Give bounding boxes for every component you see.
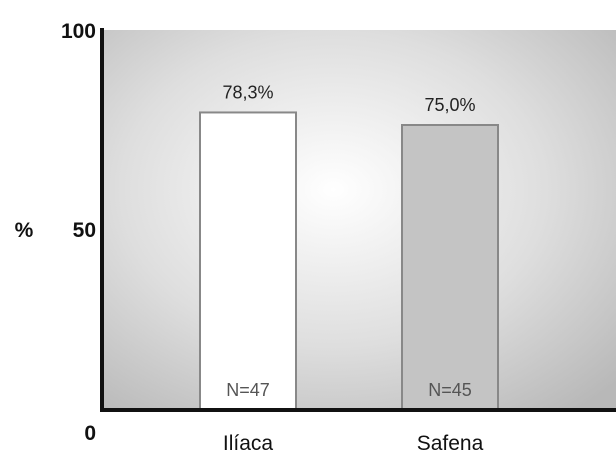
bar-1 — [199, 111, 297, 412]
bar-value-label-1: 78,3% — [222, 82, 273, 102]
x-tick-label-2: Safena — [417, 432, 484, 455]
bars-layer — [199, 111, 499, 412]
labels-layer: 78,3% N=47 Ilíaca 75,0% N=45 Safena — [222, 82, 483, 455]
plot-background — [102, 30, 616, 410]
y-tick-label-max: 100 — [61, 20, 96, 43]
bar-value-label-2: 75,0% — [424, 95, 475, 115]
y-tick-label-zero: 0 — [84, 422, 96, 445]
bar-2 — [401, 124, 499, 411]
bar-n-label-1: N=47 — [226, 380, 270, 400]
y-axis-title: % — [15, 219, 34, 242]
y-tick-label-mid: 50 — [73, 219, 96, 242]
x-tick-label-1: Ilíaca — [223, 432, 274, 455]
bar-n-label-2: N=45 — [428, 380, 472, 400]
